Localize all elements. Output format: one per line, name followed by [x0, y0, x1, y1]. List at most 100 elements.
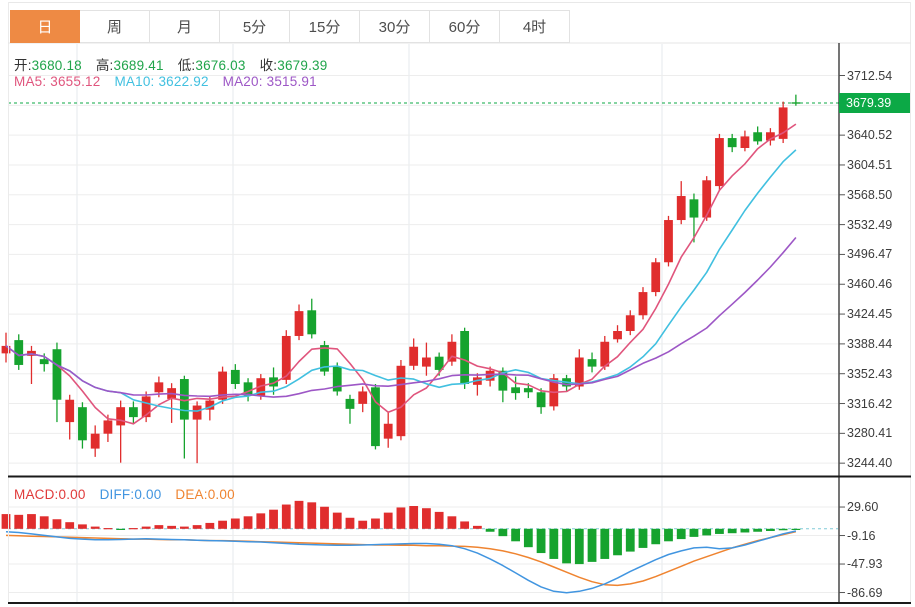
candle[interactable] — [574, 357, 584, 387]
candle[interactable] — [78, 407, 87, 441]
candle[interactable] — [358, 391, 368, 404]
candle[interactable] — [116, 407, 126, 426]
ma5-line — [5, 123, 797, 425]
macd-bar — [307, 502, 317, 529]
candle[interactable] — [281, 335, 291, 380]
candle[interactable] — [52, 349, 62, 400]
macd-histogram[interactable] — [1, 500, 801, 565]
tab-week[interactable]: 周 — [80, 10, 150, 43]
candle[interactable] — [205, 400, 215, 410]
candle[interactable] — [523, 388, 533, 393]
candle[interactable] — [625, 315, 635, 332]
candle[interactable] — [727, 138, 737, 148]
candle[interactable] — [498, 370, 508, 391]
candle[interactable] — [600, 341, 610, 367]
candle[interactable] — [740, 136, 750, 148]
candle[interactable] — [434, 356, 444, 370]
macd-bar — [281, 504, 291, 529]
candle[interactable] — [320, 345, 329, 372]
candle[interactable] — [715, 138, 724, 187]
macd-bar — [396, 507, 406, 529]
macd-bar — [383, 512, 393, 529]
candle[interactable] — [766, 132, 775, 141]
macd-bar — [371, 518, 380, 529]
candle[interactable] — [638, 292, 648, 316]
price-tick-label: 3460.46 — [847, 277, 893, 292]
tab-month[interactable]: 月 — [150, 10, 220, 43]
macd-bar — [116, 528, 126, 530]
macd-bar — [613, 528, 622, 556]
ma10-line — [5, 149, 797, 412]
macd-bar — [65, 522, 75, 529]
dea-value: 0.00 — [207, 487, 235, 502]
candle[interactable] — [447, 341, 457, 362]
candle[interactable] — [103, 420, 113, 434]
candle[interactable] — [460, 331, 470, 385]
macd-bar — [740, 528, 750, 533]
candle[interactable] — [511, 387, 520, 394]
candle[interactable] — [664, 220, 673, 263]
tab-5min[interactable]: 5分 — [220, 10, 290, 43]
close-label: 收: — [259, 58, 278, 73]
diff-line — [5, 530, 797, 594]
candle[interactable] — [269, 377, 278, 387]
candle[interactable] — [65, 399, 75, 423]
tab-day[interactable]: 日 — [10, 10, 80, 43]
price-tick-label: 3388.44 — [847, 336, 893, 351]
ma5-value: 3655.12 — [50, 74, 101, 89]
candle[interactable] — [129, 407, 138, 418]
candle[interactable] — [154, 382, 164, 393]
tab-30min[interactable]: 30分 — [360, 10, 430, 43]
candle[interactable] — [396, 365, 406, 437]
candle[interactable] — [179, 379, 189, 420]
candle[interactable] — [485, 370, 495, 381]
candle[interactable] — [294, 311, 304, 336]
candle[interactable] — [243, 382, 253, 396]
candle[interactable] — [536, 392, 546, 408]
candle[interactable] — [141, 396, 151, 418]
candle[interactable] — [753, 132, 763, 142]
ohlc-legend: 开:3680.18 高:3689.41 低:3676.03 收:3679.39 — [14, 54, 327, 74]
candle[interactable] — [192, 405, 202, 420]
candle[interactable] — [651, 262, 661, 293]
macd-bar — [332, 512, 342, 529]
macd-bar — [422, 508, 431, 529]
candle[interactable] — [422, 357, 431, 367]
macd-bar — [485, 528, 495, 532]
candle[interactable] — [702, 180, 712, 218]
candle[interactable] — [1, 345, 11, 354]
candle[interactable] — [307, 310, 317, 335]
candle[interactable] — [90, 433, 100, 449]
candle[interactable] — [39, 359, 49, 365]
candle[interactable] — [332, 366, 342, 392]
candle[interactable] — [230, 369, 240, 385]
candle[interactable] — [676, 196, 686, 221]
tab-15min[interactable]: 15分 — [290, 10, 360, 43]
diff-value: 0.00 — [134, 487, 162, 502]
macd-bar — [320, 506, 329, 529]
candle[interactable] — [14, 340, 24, 365]
ma20-line — [5, 236, 797, 398]
candle[interactable] — [218, 371, 227, 400]
macd-bar — [230, 518, 240, 529]
candle[interactable] — [345, 398, 355, 409]
macd-bar — [192, 525, 202, 529]
candle[interactable] — [383, 423, 393, 439]
timeframe-tabs: 日周月 5分 15分 30分 60分 4时 — [10, 10, 570, 43]
tab-60min[interactable]: 60分 — [430, 10, 500, 43]
candle[interactable] — [409, 346, 419, 366]
current-price-tag: 3679.39 — [839, 92, 910, 113]
macd-bar — [52, 519, 62, 529]
candle[interactable] — [791, 102, 801, 104]
candle[interactable] — [689, 199, 699, 218]
macd-bar — [689, 528, 699, 537]
macd-bar — [753, 528, 763, 532]
candle[interactable] — [587, 359, 597, 367]
low-label: 低: — [177, 58, 196, 73]
candle[interactable] — [371, 387, 380, 447]
candle[interactable] — [778, 107, 788, 139]
tab-4hour[interactable]: 4时 — [500, 10, 570, 43]
candle[interactable] — [613, 331, 622, 340]
candle[interactable] — [256, 378, 266, 396]
